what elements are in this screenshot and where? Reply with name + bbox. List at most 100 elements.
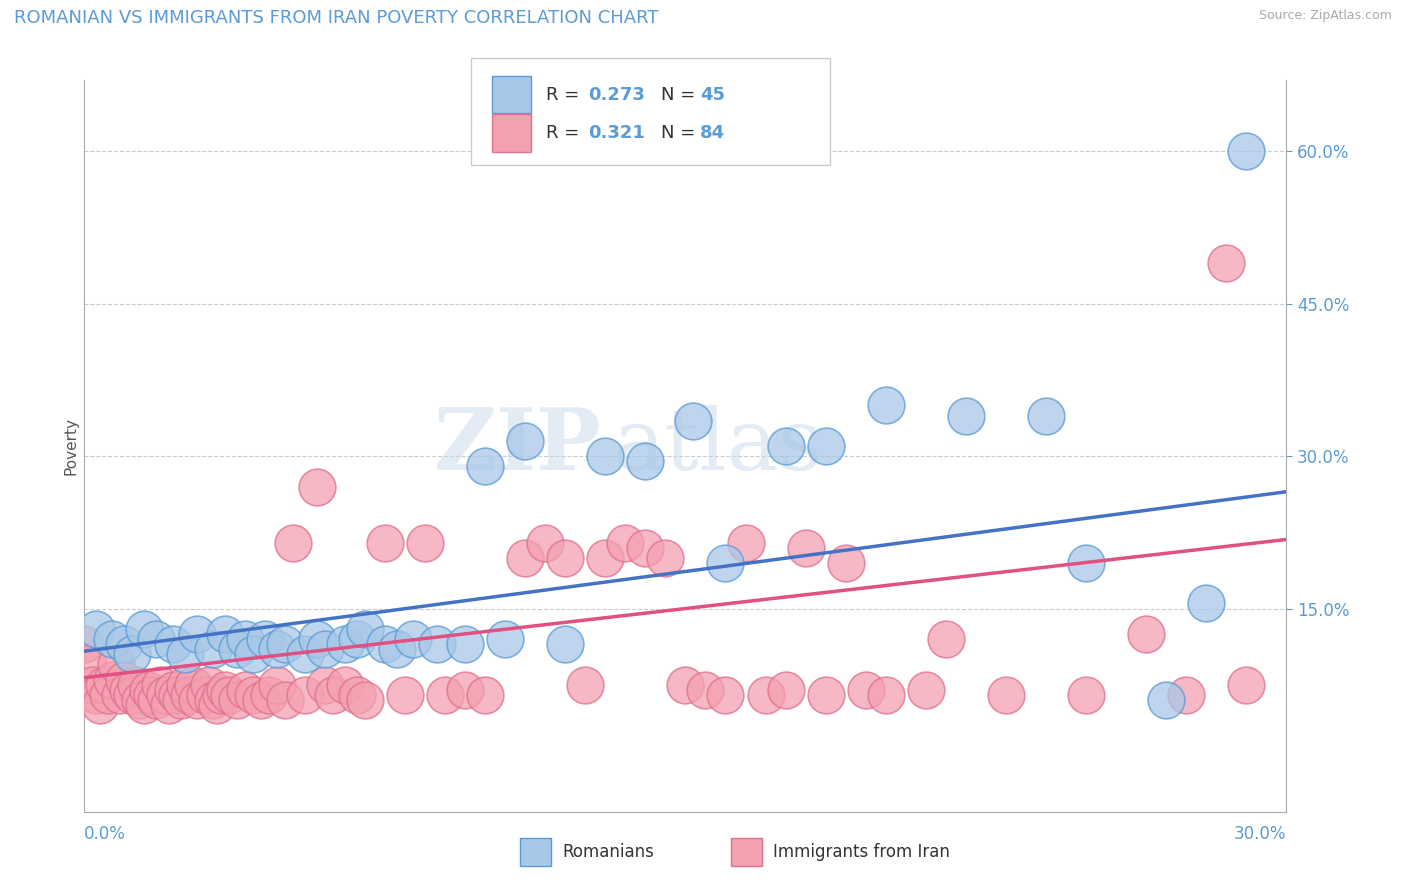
Point <box>86 622 108 636</box>
Point <box>634 541 657 555</box>
Point <box>281 535 304 549</box>
Point <box>814 688 837 702</box>
Point <box>214 627 236 641</box>
Point <box>454 682 477 697</box>
Point <box>695 682 717 697</box>
Y-axis label: Poverty: Poverty <box>63 417 79 475</box>
Point <box>266 642 288 657</box>
Point <box>73 637 96 651</box>
Point <box>173 647 195 661</box>
Point <box>294 647 316 661</box>
Point <box>1195 597 1218 611</box>
Point <box>249 693 271 707</box>
Point <box>346 632 368 646</box>
Point <box>1234 145 1257 159</box>
Point <box>114 673 135 687</box>
Point <box>225 693 247 707</box>
Point <box>515 434 537 448</box>
Point <box>197 678 219 692</box>
Point <box>305 480 328 494</box>
Point <box>194 688 217 702</box>
Point <box>186 693 208 707</box>
Point <box>454 637 477 651</box>
Point <box>634 454 657 468</box>
Point <box>209 688 232 702</box>
Point <box>97 688 120 702</box>
Point <box>494 632 516 646</box>
Text: N =: N = <box>661 124 700 142</box>
Point <box>935 632 957 646</box>
Point <box>322 688 344 702</box>
Point <box>266 678 288 692</box>
Point <box>257 688 280 702</box>
Point <box>77 657 100 672</box>
Point <box>614 535 637 549</box>
Point <box>141 688 163 702</box>
Point <box>654 550 676 565</box>
Point <box>173 678 195 692</box>
Point <box>110 688 132 702</box>
Point <box>177 688 200 702</box>
Point <box>474 688 496 702</box>
Point <box>775 682 797 697</box>
Point <box>354 622 377 636</box>
Point <box>714 556 737 570</box>
Point <box>385 642 408 657</box>
Point <box>794 541 817 555</box>
Point <box>394 688 416 702</box>
Point <box>434 688 457 702</box>
Point <box>225 642 247 657</box>
Point <box>134 622 156 636</box>
Point <box>814 439 837 453</box>
Point <box>1175 688 1198 702</box>
Point <box>875 688 897 702</box>
Point <box>153 688 176 702</box>
Text: R =: R = <box>546 124 585 142</box>
Point <box>121 688 143 702</box>
Point <box>117 682 139 697</box>
Point <box>1135 627 1157 641</box>
Point <box>775 439 797 453</box>
Point <box>534 535 557 549</box>
Point <box>402 632 425 646</box>
Point <box>554 637 576 651</box>
Point <box>101 632 124 646</box>
Point <box>201 693 224 707</box>
Point <box>515 550 537 565</box>
Point <box>145 693 167 707</box>
Point <box>149 678 172 692</box>
Text: N =: N = <box>661 86 700 103</box>
Text: 30.0%: 30.0% <box>1234 825 1286 843</box>
Point <box>1035 409 1057 423</box>
Text: 45: 45 <box>700 86 725 103</box>
Point <box>474 459 496 474</box>
Point <box>205 698 228 712</box>
Point <box>835 556 858 570</box>
Point <box>734 535 756 549</box>
Point <box>314 678 336 692</box>
Point <box>233 632 256 646</box>
Point <box>274 693 297 707</box>
Point <box>413 535 436 549</box>
Point <box>134 698 156 712</box>
Point <box>253 632 276 646</box>
Point <box>955 409 977 423</box>
Point <box>105 657 128 672</box>
Point <box>346 688 368 702</box>
Text: atlas: atlas <box>613 404 823 488</box>
Point <box>93 678 115 692</box>
Point <box>125 678 148 692</box>
Point <box>1234 678 1257 692</box>
Point <box>714 688 737 702</box>
Point <box>554 550 576 565</box>
Point <box>875 398 897 412</box>
Point <box>595 449 617 463</box>
Text: Romanians: Romanians <box>562 843 654 861</box>
Point <box>218 688 240 702</box>
Point <box>1156 693 1178 707</box>
Text: Immigrants from Iran: Immigrants from Iran <box>773 843 950 861</box>
Point <box>333 678 356 692</box>
Point <box>995 688 1018 702</box>
Point <box>1215 256 1237 270</box>
Point <box>101 673 124 687</box>
